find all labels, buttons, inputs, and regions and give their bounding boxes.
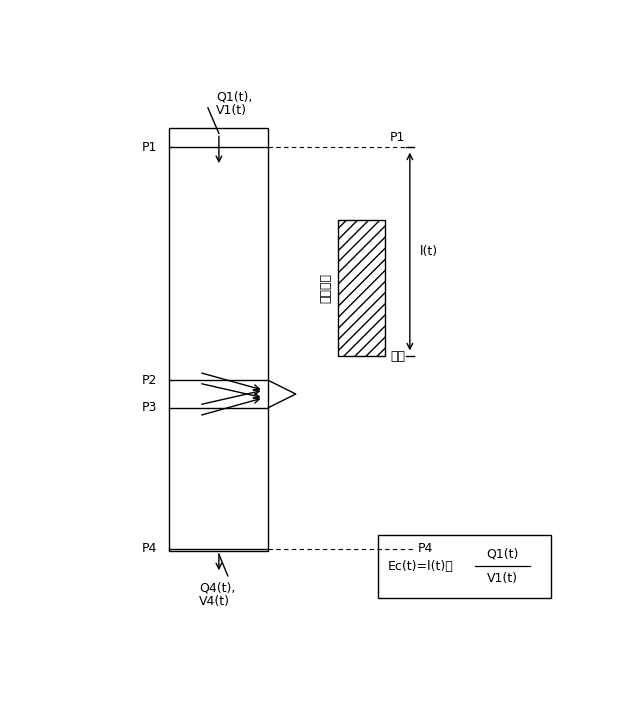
Text: V1(t): V1(t) <box>487 572 518 585</box>
Text: P3: P3 <box>141 401 157 414</box>
Text: P1: P1 <box>390 131 405 145</box>
Text: Ec(t)=l(t)・: Ec(t)=l(t)・ <box>388 560 454 573</box>
Text: P4: P4 <box>417 542 433 556</box>
Bar <box>378 535 551 598</box>
Text: l(t): l(t) <box>420 245 438 258</box>
Text: P4: P4 <box>141 542 157 556</box>
Text: 渋滞区間: 渋滞区間 <box>319 273 332 303</box>
Bar <box>338 220 385 356</box>
Text: V4(t): V4(t) <box>199 595 230 608</box>
Text: P1: P1 <box>141 140 157 154</box>
Bar <box>169 128 269 551</box>
Text: Q4(t),: Q4(t), <box>199 582 236 594</box>
Text: P2: P2 <box>141 374 157 387</box>
Text: Q1(t): Q1(t) <box>486 548 519 561</box>
Text: V1(t): V1(t) <box>216 104 248 117</box>
Text: Q1(t),: Q1(t), <box>216 91 253 104</box>
Text: 先頭: 先頭 <box>390 350 405 362</box>
